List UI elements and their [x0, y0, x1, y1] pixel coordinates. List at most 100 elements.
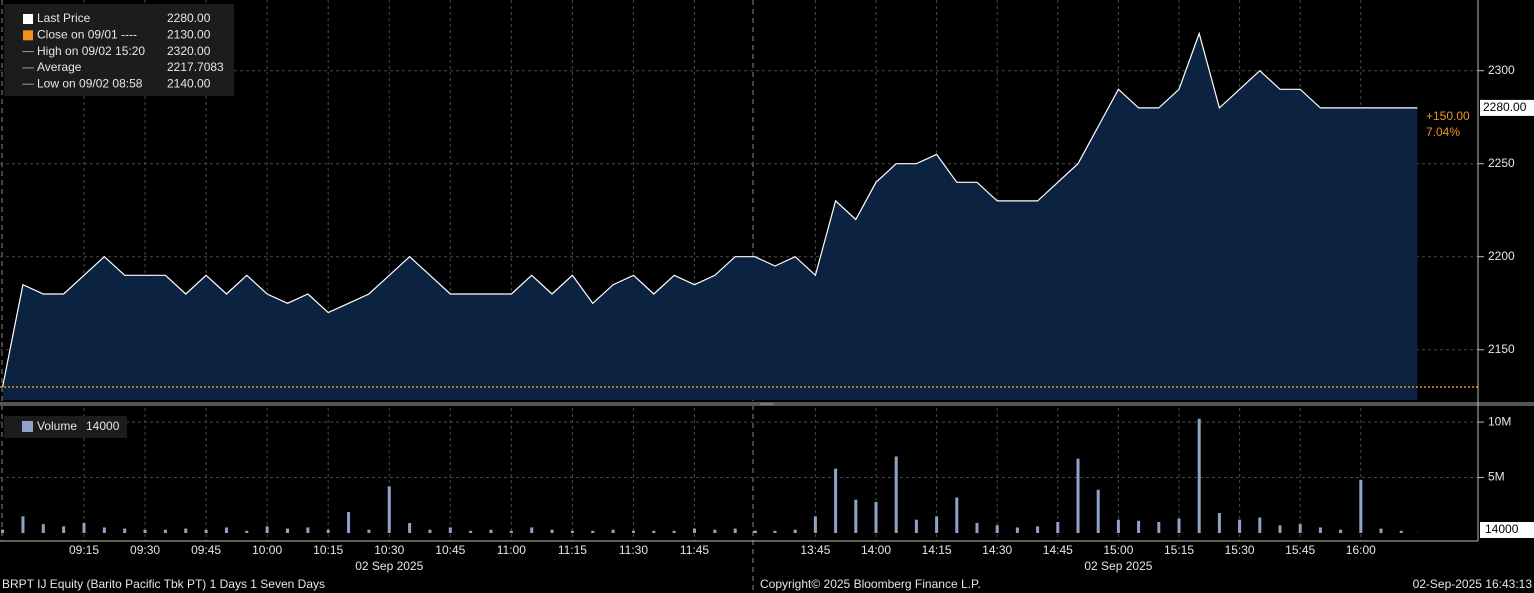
marks [0, 31, 1478, 533]
volume-bar [1278, 525, 1282, 533]
x-tick-label: 16:00 [1346, 543, 1376, 557]
legend-swatch [23, 30, 33, 41]
volume-bar [693, 528, 696, 533]
volume-bar [367, 529, 371, 533]
volume-bar [408, 523, 412, 533]
last-price-box [1480, 99, 1534, 116]
x-tick-label: 13:45 [800, 543, 830, 557]
volume-bar [530, 527, 534, 533]
legend-value: 2140.00 [167, 76, 211, 90]
volume-legend-value: 14000 [86, 419, 120, 433]
volume-bar [326, 529, 330, 533]
volume-bar [1, 529, 5, 533]
price-line [2, 31, 1418, 388]
volume-bar [1177, 518, 1181, 533]
volume-bar [469, 530, 473, 533]
volume-bar [773, 530, 777, 533]
x-tick-label: 15:15 [1164, 543, 1194, 557]
volume-bar [1036, 526, 1040, 533]
volume-bar [448, 527, 452, 533]
legend-label: Average [37, 60, 82, 74]
volume-bar [570, 530, 574, 533]
volume-bar [550, 529, 554, 533]
last-price-label: 2280.00 [1483, 100, 1527, 114]
last-volume-label: 14000 [1485, 522, 1519, 536]
volume-bar [753, 530, 757, 533]
volume-bar [995, 525, 999, 533]
x-tick-label: 11:15 [558, 543, 587, 557]
volume-legend-name: Volume [37, 419, 77, 433]
legend-value: 2280.00 [167, 11, 211, 25]
volume-bar [1318, 527, 1322, 533]
change-pct-label: 7.04% [1426, 125, 1460, 139]
y-tick-label: 2300 [1488, 63, 1515, 77]
footer-left: BRPT IJ Equity (Barito Pacific Tbk PT) 1… [2, 577, 325, 591]
volume-bar [1116, 519, 1120, 533]
volume-bar [1056, 521, 1060, 533]
volume-bar [874, 501, 878, 533]
volume-bar [733, 528, 737, 533]
volume-bar [611, 529, 615, 533]
volume-bar [854, 499, 858, 533]
volume-bar [672, 530, 676, 533]
volume-bar [713, 529, 717, 533]
x-tick-label: 09:45 [191, 543, 221, 557]
volume-bar [1399, 530, 1403, 533]
volume-bar [894, 456, 898, 533]
volume-bar [975, 523, 979, 533]
x-tick-label: 14:30 [982, 543, 1012, 557]
volume-bar [41, 524, 45, 533]
volume-bar [21, 516, 25, 533]
x-tick-label: 10:30 [374, 543, 404, 557]
volume-bar [1238, 519, 1242, 533]
volume-bar [1258, 517, 1262, 533]
x-tick-label: 14:45 [1043, 543, 1073, 557]
legend-label: Close on 09/01 ---- [37, 27, 137, 41]
x-tick-label: 11:30 [619, 543, 648, 557]
last-volume-box [1480, 522, 1534, 538]
volume-bar [509, 530, 513, 533]
volume-bar [245, 530, 249, 533]
volume-bar [1076, 458, 1080, 533]
volume-bar [914, 519, 918, 533]
volume-bar [652, 530, 656, 533]
volume-bar [265, 526, 269, 533]
volume-bar [631, 530, 635, 533]
y-tick-label: 2150 [1488, 342, 1515, 356]
volume-bar [184, 528, 188, 533]
legend-value: 2130.00 [167, 27, 211, 41]
volume-bar [1157, 521, 1161, 533]
x-tick-label: 14:15 [922, 543, 952, 557]
change-label: +150.00 [1426, 109, 1470, 123]
x-tick-label: 10:00 [252, 543, 282, 557]
x-tick-label: 15:00 [1103, 543, 1133, 557]
volume-bar [1298, 524, 1302, 533]
footer-center: Copyright© 2025 Bloomberg Finance L.P. [760, 577, 981, 591]
volume-bar [102, 527, 106, 533]
volume-bar [1379, 528, 1383, 533]
volume-bar [204, 529, 208, 533]
legend-label: Last Price [37, 11, 91, 25]
volume-bar [1015, 527, 1019, 533]
x-tick-label: 09:30 [130, 543, 160, 557]
volume-bar [834, 468, 838, 533]
x-tick-label: 10:15 [313, 543, 343, 557]
x-tick-label: 10:45 [435, 543, 465, 557]
legend-value: 2217.7083 [167, 60, 224, 74]
y-tick-label: 2250 [1488, 156, 1515, 170]
volume-bar [793, 529, 797, 533]
legend-box [4, 4, 234, 96]
x-tick-label: 09:15 [69, 543, 99, 557]
volume-bar [123, 528, 127, 533]
volume-bar [1197, 418, 1201, 533]
legend-label: High on 09/02 15:20 [37, 44, 145, 58]
volume-bar [1217, 513, 1221, 533]
volume-bar [82, 523, 86, 533]
footer-right: 02-Sep-2025 16:43:13 [1413, 577, 1533, 591]
volume-bar [62, 526, 66, 533]
legend-value: 2320.00 [167, 44, 211, 58]
volume-bar [143, 529, 147, 533]
volume-bar [286, 528, 289, 533]
labels: 09:15 09:30 09:45 10:00 10:15 10:30 10:45 11:00… [69, 63, 1534, 573]
